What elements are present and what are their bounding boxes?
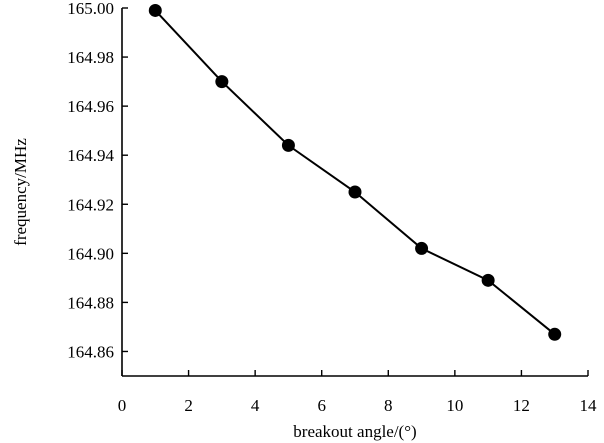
x-tick-label: 8	[384, 396, 393, 415]
y-tick-label: 164.86	[67, 342, 114, 361]
data-point	[548, 327, 562, 341]
data-point	[415, 241, 429, 255]
x-axis-ticks: 0 2 4 6 8 10 12 14	[118, 370, 597, 415]
series-line	[154, 9, 556, 336]
y-axis-ticks: 164.86 164.88 164.90 164.92 164.94 164.96 164.…	[67, 0, 128, 361]
y-axis-label: frequency/MHz	[11, 138, 30, 246]
data-point	[281, 138, 295, 152]
x-tick-label: 4	[251, 396, 260, 415]
data-point	[348, 185, 362, 199]
x-tick-label: 0	[118, 396, 127, 415]
y-tick-label: 164.96	[67, 97, 114, 116]
y-tick-label: 164.94	[67, 146, 114, 165]
data-point	[215, 75, 229, 89]
x-tick-label: 2	[184, 396, 193, 415]
x-tick-label: 14	[580, 396, 598, 415]
x-tick-label: 10	[446, 396, 463, 415]
y-tick-label: 164.88	[67, 293, 114, 312]
y-tick-label: 164.90	[67, 244, 114, 263]
x-axis-label: breakout angle/(°)	[293, 422, 416, 441]
axes	[121, 8, 588, 377]
y-tick-label: 165.00	[67, 0, 114, 18]
data-point	[481, 273, 495, 287]
x-tick-label: 6	[317, 396, 326, 415]
data-point	[148, 3, 162, 17]
y-tick-label: 164.98	[67, 48, 114, 67]
y-tick-label: 164.92	[67, 195, 114, 214]
data-series	[148, 3, 562, 341]
x-tick-label: 12	[513, 396, 530, 415]
